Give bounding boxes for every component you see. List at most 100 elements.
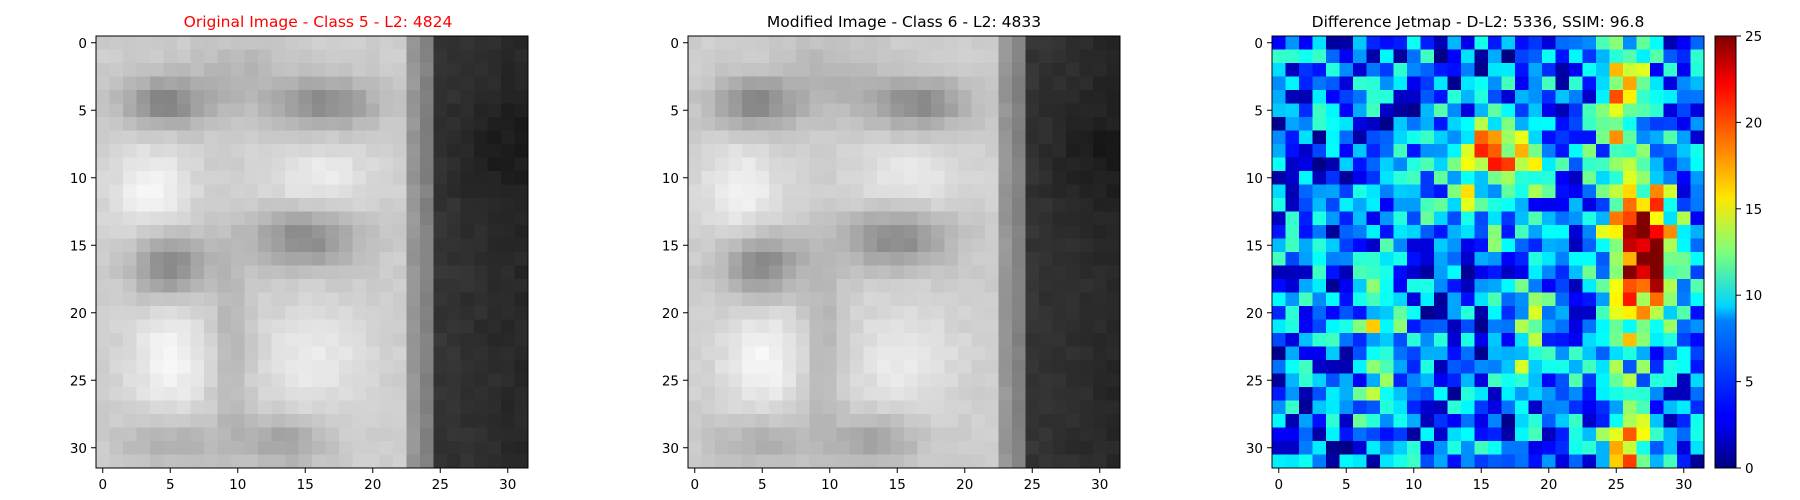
heatmap-cell [285, 117, 299, 131]
heatmap-cell [1474, 292, 1489, 307]
heatmap-cell [433, 387, 448, 401]
heatmap-cell [1650, 414, 1664, 428]
heatmap-cell [1326, 427, 1340, 442]
heatmap-cell [298, 360, 313, 374]
heatmap-cell [514, 171, 529, 185]
heatmap-cell [1690, 225, 1705, 239]
heatmap-cell [1434, 144, 1448, 158]
heatmap-cell [1501, 36, 1516, 50]
x-tick-label: 0 [1274, 477, 1283, 493]
heatmap-cell [769, 306, 783, 320]
heatmap-cell [325, 198, 340, 212]
heatmap-cell [1447, 265, 1462, 280]
heatmap-cell [379, 198, 394, 212]
heatmap-cell [1677, 63, 1691, 77]
heatmap-cell [177, 252, 191, 266]
heatmap-cell [1380, 427, 1394, 442]
heatmap-cell [1663, 360, 1678, 374]
heatmap-cell [1488, 171, 1502, 185]
heatmap-cell [944, 373, 959, 388]
heatmap-cell [352, 63, 367, 77]
heatmap-cell [109, 306, 124, 320]
heatmap-cell [366, 238, 380, 253]
heatmap-cell [123, 427, 137, 442]
heatmap-cell [782, 306, 797, 320]
heatmap-cell [1079, 76, 1094, 91]
heatmap-cell [863, 211, 878, 226]
heatmap-cell [136, 319, 151, 334]
heatmap-cell [96, 400, 110, 415]
heatmap-cell [1555, 279, 1570, 293]
heatmap-cell [742, 373, 756, 388]
heatmap-cell [1039, 76, 1053, 91]
heatmap-cell [109, 211, 124, 226]
heatmap-cell [150, 414, 164, 428]
heatmap-cell [1528, 427, 1543, 442]
heatmap-cell [1066, 333, 1080, 347]
heatmap-cell [312, 414, 326, 428]
heatmap-cell [755, 360, 770, 374]
heatmap-cell [204, 292, 218, 307]
heatmap-cell [447, 198, 461, 212]
heatmap-cell [1501, 225, 1516, 239]
heatmap-cell [769, 427, 783, 442]
heatmap-cell [1039, 36, 1053, 50]
y-tick-label: 5 [78, 103, 87, 119]
heatmap-cell [393, 279, 407, 293]
heatmap-cell [1380, 373, 1394, 388]
heatmap-cell [109, 184, 124, 199]
heatmap-cell [1636, 198, 1651, 212]
heatmap-cell [190, 346, 205, 361]
heatmap-cell [1501, 265, 1516, 280]
heatmap-cell [904, 292, 918, 307]
heatmap-cell [809, 427, 824, 442]
heatmap-cell [1515, 130, 1529, 145]
heatmap-cell [109, 157, 124, 172]
heatmap-cell [782, 36, 797, 50]
heatmap-cell [366, 279, 380, 293]
heatmap-cell [985, 198, 999, 212]
heatmap-cell [1515, 306, 1529, 320]
heatmap-cell [420, 387, 434, 401]
heatmap-cell [1079, 360, 1094, 374]
heatmap-cell [352, 130, 367, 145]
heatmap-cell [1663, 90, 1678, 104]
heatmap-cell [1434, 157, 1448, 172]
heatmap-cell [1542, 265, 1556, 280]
heatmap-cell [1106, 333, 1121, 347]
heatmap-cell [1299, 292, 1313, 307]
heatmap-cell [877, 292, 891, 307]
heatmap-cell [487, 373, 502, 388]
heatmap-cell [931, 306, 945, 320]
heatmap-cell [177, 265, 191, 280]
heatmap-cell [474, 103, 488, 118]
heatmap-cell [1272, 454, 1286, 469]
heatmap-cell [123, 225, 137, 239]
heatmap-cell [985, 63, 999, 77]
heatmap-cell [514, 387, 529, 401]
heatmap-cell [863, 427, 878, 442]
heatmap-cell [271, 333, 286, 347]
heatmap-cell [931, 265, 945, 280]
heatmap-cell [325, 427, 340, 442]
heatmap-cell [1623, 76, 1637, 91]
heatmap-difference-jetmap [1272, 36, 1705, 469]
heatmap-cell [1623, 238, 1637, 253]
heatmap-cell [150, 184, 164, 199]
heatmap-cell [836, 103, 851, 118]
axes-frame-modified [687, 35, 1121, 469]
heatmap-cell [796, 157, 810, 172]
heatmap-cell [1093, 441, 1107, 455]
heatmap-cell [406, 292, 421, 307]
heatmap-cell [420, 184, 434, 199]
heatmap-cell [231, 454, 245, 469]
heatmap-cell [1461, 400, 1475, 415]
heatmap-cell [755, 36, 770, 50]
heatmap-cell [958, 63, 972, 77]
heatmap-cell [1663, 171, 1678, 185]
heatmap-cell [433, 265, 448, 280]
heatmap-cell [1636, 36, 1651, 50]
heatmap-cell [1690, 427, 1705, 442]
heatmap-cell [190, 292, 205, 307]
heatmap-cell [501, 63, 515, 77]
